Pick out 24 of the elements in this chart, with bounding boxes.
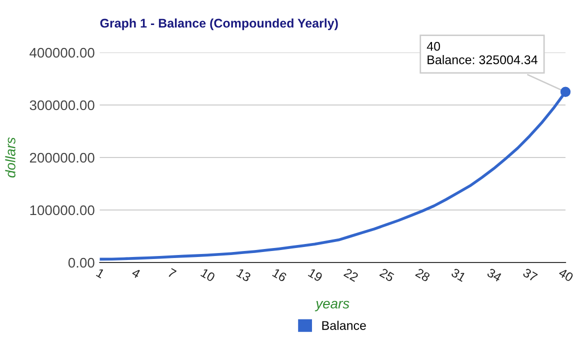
x-axis-title: years — [314, 300, 350, 312]
x-tick-label: 10 — [200, 268, 216, 282]
x-tick-label: 34 — [486, 268, 502, 282]
annotation: 40 Balance: 325004.34 — [426, 42, 538, 64]
x-tick-label: 40 — [558, 268, 574, 282]
y-tick-label: 0.00 — [68, 258, 94, 268]
x-tick-label: 13 — [236, 268, 252, 282]
x-tick-label: 22 — [343, 268, 359, 282]
x-tick-label: 31 — [450, 268, 466, 282]
y-tick-label: 400000.00 — [30, 48, 94, 58]
x-tick-label: 16 — [272, 268, 288, 282]
y-tick-label: 100000.00 — [30, 205, 94, 216]
y-axis-title: dollars — [5, 137, 16, 178]
x-tick-label: 7 — [167, 268, 177, 278]
x-tick-label: 1 — [96, 268, 105, 278]
y-tick-label: 300000.00 — [30, 100, 94, 110]
y-tick-label: 200000.00 — [30, 152, 94, 163]
x-tick-label: 25 — [379, 268, 395, 282]
chart-title: Graph 1 - Balance (Compounded Yearly) — [100, 18, 338, 30]
x-tick-label: 28 — [415, 268, 430, 282]
x-tick-label: 37 — [522, 268, 538, 282]
legend-label: Balance — [322, 320, 366, 330]
x-tick-label: 4 — [131, 268, 141, 278]
x-tick-label: 19 — [308, 268, 323, 282]
